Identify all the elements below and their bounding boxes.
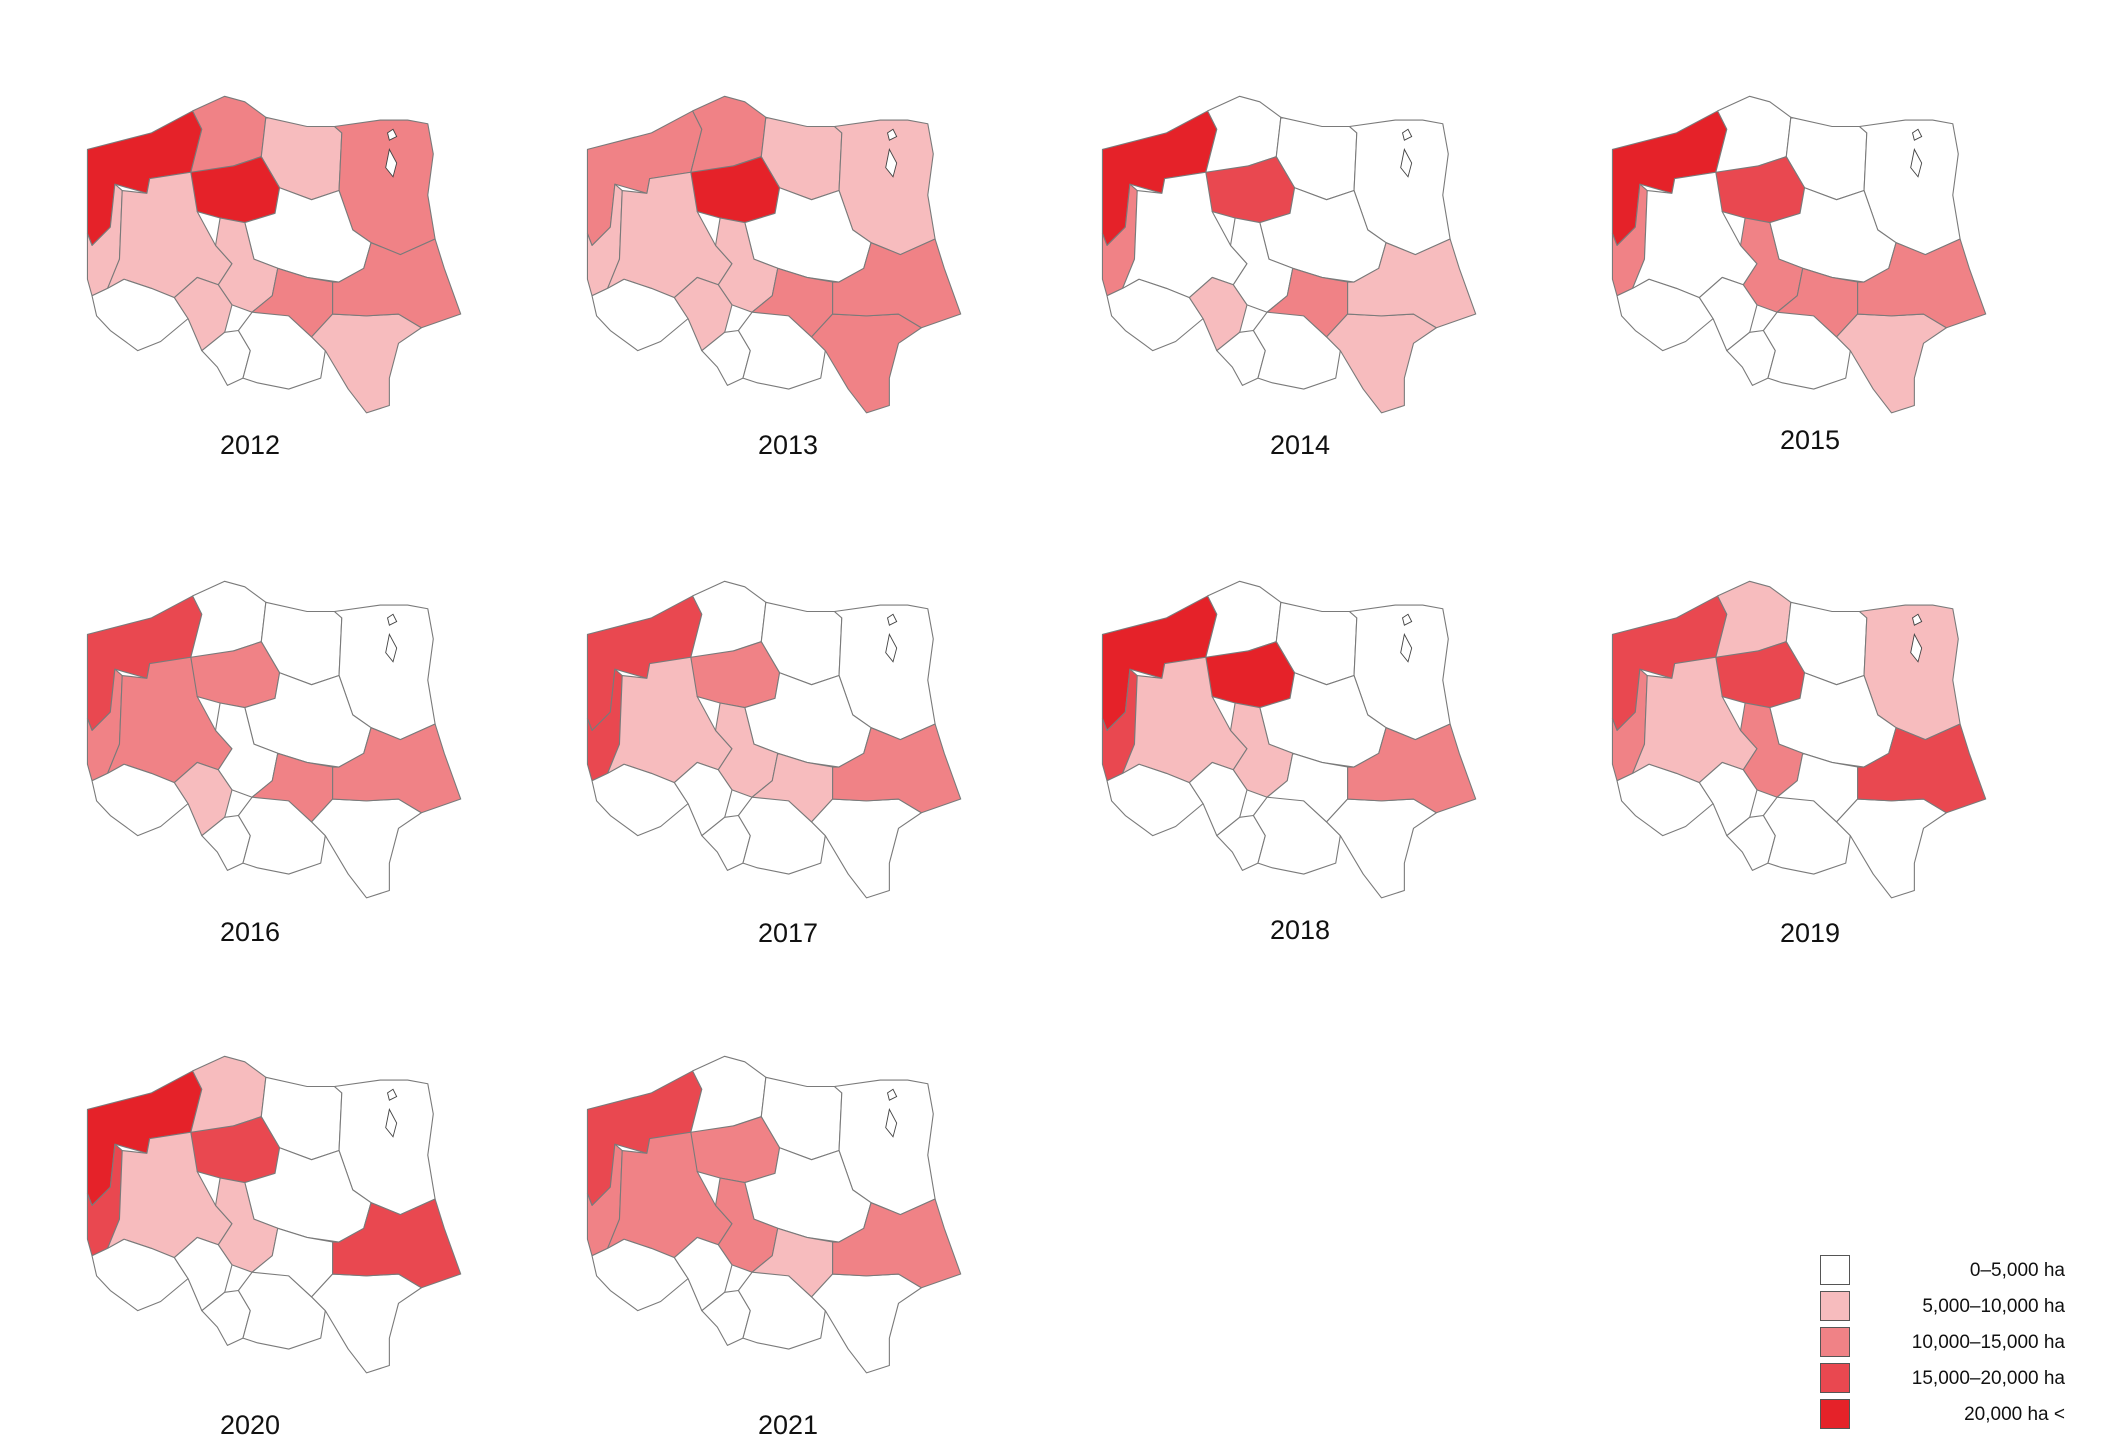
lake-outline (385, 128, 398, 178)
year-label: 2016 (219, 917, 281, 947)
region-lu (332, 238, 462, 329)
region-op (1188, 276, 1248, 352)
poland-map (86, 1055, 462, 1374)
map-panel-2016 (60, 545, 490, 925)
map-panel-2018 (1075, 545, 1505, 925)
legend-label: 0–5,000 ha (1969, 1260, 2065, 1281)
year-label: 2021 (757, 1410, 819, 1440)
poland-map (86, 95, 462, 414)
poland-map (86, 580, 462, 899)
legend-item: 15,000–20,000 ha (1820, 1363, 2090, 1395)
legend-item: 0–5,000 ha (1820, 1255, 2090, 1287)
poland-map (1611, 580, 1987, 899)
year-label: 2018 (1269, 915, 1331, 945)
map-panel-2013 (560, 60, 990, 440)
legend-label: 15,000–20,000 ha (1911, 1368, 2065, 1389)
lake-outline (885, 1088, 898, 1138)
lake-outline (1910, 128, 1923, 178)
lake-outline (885, 128, 898, 178)
region-pk (1836, 313, 1947, 414)
region-op (1188, 761, 1248, 837)
poland-map (1101, 95, 1477, 414)
lake-outline (385, 613, 398, 663)
legend-swatch (1820, 1255, 1850, 1285)
region-lu (332, 723, 462, 814)
year-label: 2012 (219, 430, 281, 460)
poland-map (1101, 580, 1477, 899)
region-lu (332, 1198, 462, 1289)
region-op (1698, 761, 1758, 837)
year-label: 2020 (219, 1410, 281, 1440)
legend-label: 5,000–10,000 ha (1922, 1296, 2065, 1317)
map-panel-2021 (560, 1020, 990, 1400)
region-lu (1857, 723, 1987, 814)
region-pk (311, 798, 422, 899)
year-label: 2013 (757, 430, 819, 460)
lake-outline (385, 1088, 398, 1138)
region-lu (1857, 238, 1987, 329)
region-pk (1326, 313, 1437, 414)
year-label: 2017 (757, 918, 819, 948)
region-pk (811, 798, 922, 899)
region-lu (1347, 723, 1477, 814)
legend: 0–5,000 ha 5,000–10,000 ha 10,000–15,000… (1820, 1255, 2090, 1435)
legend-item: 20,000 ha < (1820, 1399, 2090, 1431)
region-pk (311, 1273, 422, 1374)
map-panel-2017 (560, 545, 990, 925)
legend-swatch (1820, 1363, 1850, 1393)
map-panel-2020 (60, 1020, 490, 1400)
map-panel-2014 (1075, 60, 1505, 440)
region-pk (311, 313, 422, 414)
region-op (173, 276, 233, 352)
year-label: 2019 (1779, 918, 1841, 948)
poland-map (586, 1055, 962, 1374)
legend-label: 20,000 ha < (1964, 1404, 2065, 1425)
map-panel-2012 (60, 60, 490, 440)
year-label: 2015 (1779, 425, 1841, 455)
poland-map (586, 95, 962, 414)
region-lu (832, 723, 962, 814)
poland-map (586, 580, 962, 899)
legend-swatch (1820, 1291, 1850, 1321)
region-pk (811, 313, 922, 414)
region-op (173, 1236, 233, 1312)
year-label: 2014 (1269, 430, 1331, 460)
region-op (673, 761, 733, 837)
legend-item: 5,000–10,000 ha (1820, 1291, 2090, 1323)
legend-swatch (1820, 1399, 1850, 1429)
map-panel-2019 (1585, 545, 2015, 925)
lake-outline (1910, 613, 1923, 663)
region-pk (1836, 798, 1947, 899)
legend-label: 10,000–15,000 ha (1911, 1332, 2065, 1353)
region-lu (832, 238, 962, 329)
region-op (173, 761, 233, 837)
legend-swatch (1820, 1327, 1850, 1357)
region-lu (832, 1198, 962, 1289)
region-pk (1326, 798, 1437, 899)
lake-outline (1400, 613, 1413, 663)
region-op (673, 276, 733, 352)
region-lu (1347, 238, 1477, 329)
lake-outline (885, 613, 898, 663)
lake-outline (1400, 128, 1413, 178)
map-panel-2015 (1585, 60, 2015, 440)
region-pk (811, 1273, 922, 1374)
poland-map (1611, 95, 1987, 414)
legend-item: 10,000–15,000 ha (1820, 1327, 2090, 1359)
region-op (673, 1236, 733, 1312)
region-op (1698, 276, 1758, 352)
